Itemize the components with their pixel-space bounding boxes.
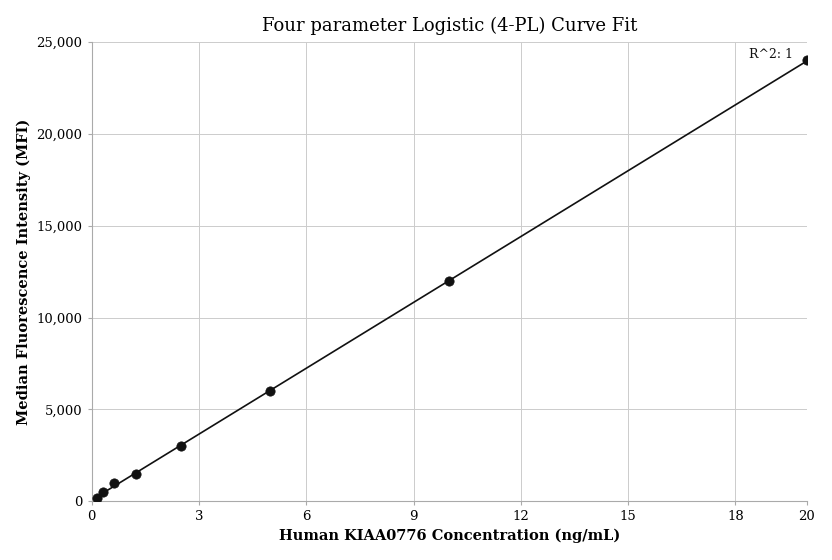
Point [264, 386, 277, 395]
Y-axis label: Median Fluorescence Intensity (MFI): Median Fluorescence Intensity (MFI) [17, 119, 31, 425]
Point [91, 493, 104, 502]
Point [107, 478, 121, 487]
Point [97, 488, 110, 497]
Point [130, 469, 143, 478]
Text: R^2: 1: R^2: 1 [749, 48, 793, 60]
Point [175, 442, 188, 451]
Point [800, 56, 814, 65]
X-axis label: Human KIAA0776 Concentration (ng/mL): Human KIAA0776 Concentration (ng/mL) [279, 529, 620, 543]
Point [443, 277, 456, 286]
Title: Four parameter Logistic (4-PL) Curve Fit: Four parameter Logistic (4-PL) Curve Fit [261, 17, 637, 35]
